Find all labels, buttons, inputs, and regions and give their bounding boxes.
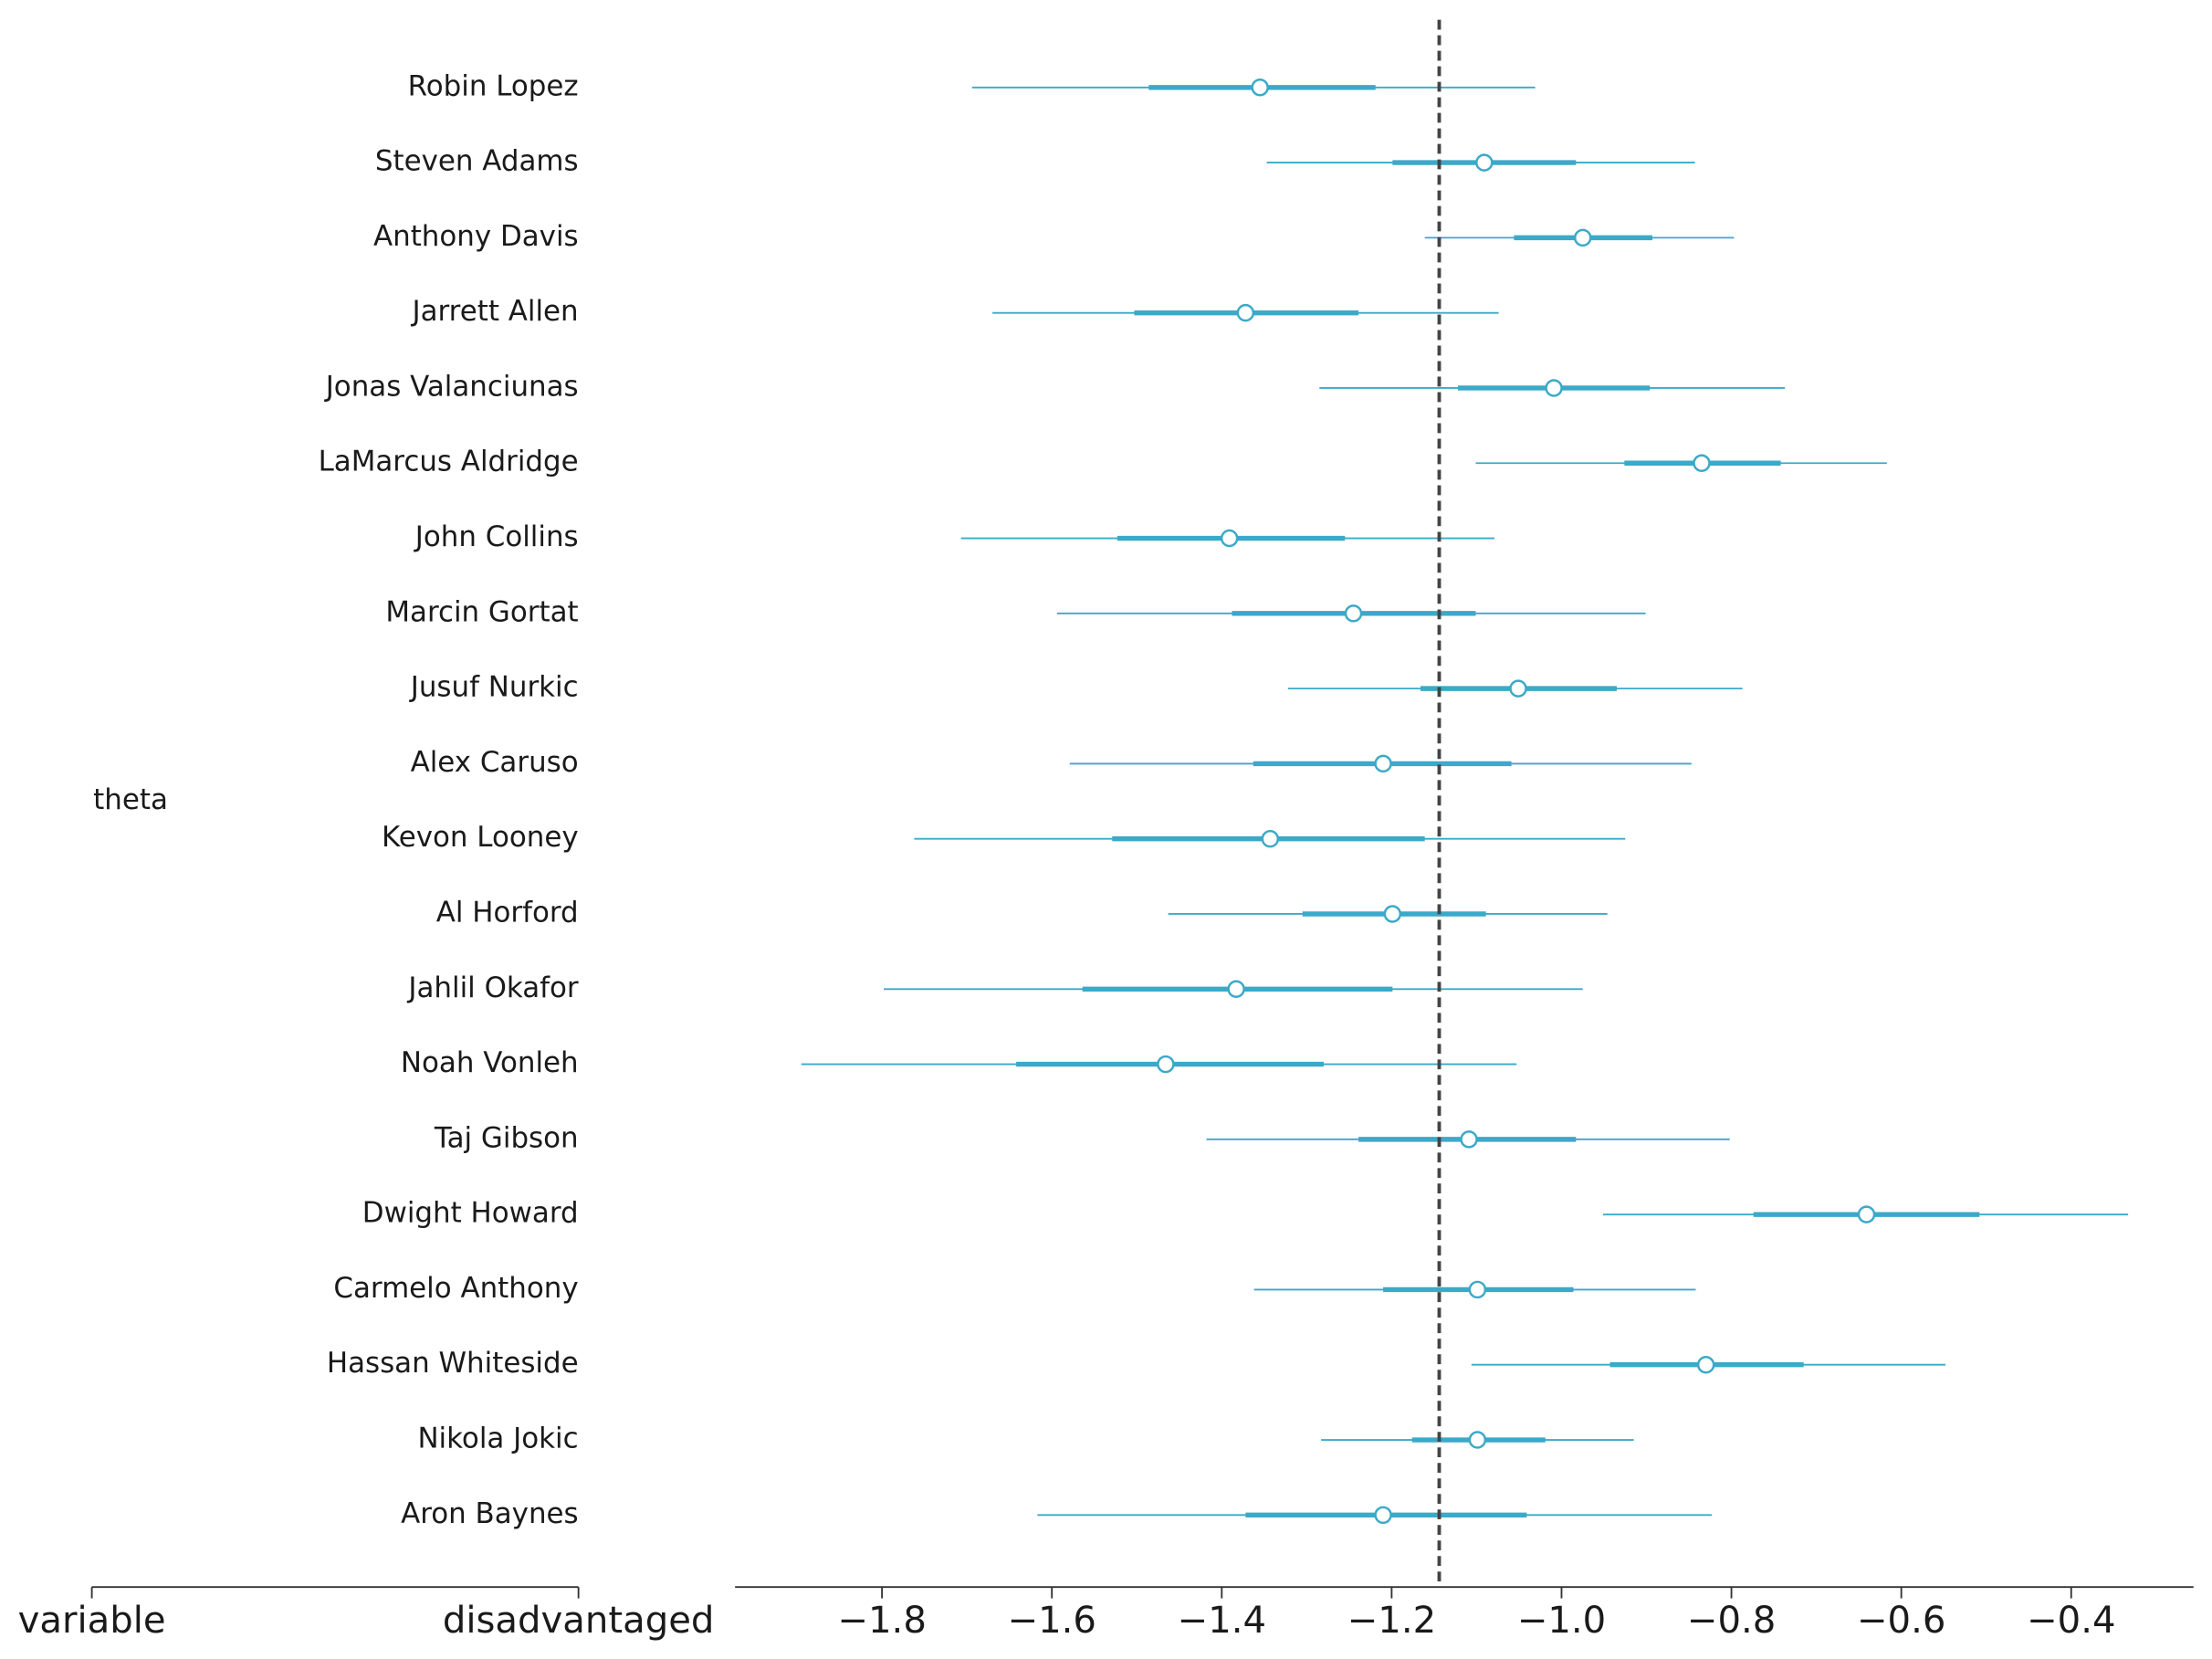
left-axis-label: disadvantaged bbox=[443, 1600, 715, 1642]
x-tick-label: −1.2 bbox=[1347, 1600, 1437, 1642]
median-point bbox=[1468, 1431, 1487, 1449]
median-point bbox=[1545, 379, 1563, 397]
median-point bbox=[1574, 228, 1592, 247]
row-label: Jonas Valanciunas bbox=[324, 370, 579, 403]
x-tick-label: −1.0 bbox=[1517, 1600, 1607, 1642]
row-label: Marcin Gortat bbox=[385, 595, 578, 628]
row-label: Anthony Davis bbox=[373, 220, 579, 253]
row-label: Alex Caruso bbox=[411, 746, 579, 779]
row-label: Steven Adams bbox=[375, 145, 579, 178]
median-point bbox=[1693, 454, 1711, 472]
row-label: John Collins bbox=[414, 520, 579, 553]
median-point bbox=[1509, 679, 1527, 698]
median-point bbox=[1251, 79, 1269, 97]
x-tick-label: −0.6 bbox=[1857, 1600, 1946, 1642]
median-point bbox=[1383, 905, 1402, 923]
median-point bbox=[1374, 754, 1392, 773]
row-label: Noah Vonleh bbox=[401, 1046, 579, 1079]
row-label: Nikola Jokic bbox=[417, 1423, 578, 1455]
row-label: Jarrett Allen bbox=[410, 295, 578, 328]
median-point bbox=[1468, 1280, 1487, 1299]
median-point bbox=[1344, 604, 1363, 623]
row-label: Kevon Looney bbox=[382, 821, 579, 854]
left-axis-label: variable bbox=[18, 1600, 166, 1642]
row-label: Aron Baynes bbox=[401, 1497, 579, 1530]
x-tick-label: −0.8 bbox=[1687, 1600, 1777, 1642]
x-tick-label: −1.4 bbox=[1178, 1600, 1267, 1642]
row-label: Carmelo Anthony bbox=[333, 1272, 578, 1305]
row-label: Jahlil Okafor bbox=[406, 971, 579, 1004]
group-label: theta bbox=[93, 783, 168, 816]
x-tick-label: −0.4 bbox=[2027, 1600, 2116, 1642]
row-label: Robin Lopez bbox=[408, 69, 579, 102]
median-point bbox=[1261, 829, 1280, 848]
median-point bbox=[1227, 980, 1245, 999]
row-label: LaMarcus Aldridge bbox=[319, 446, 579, 478]
row-label: Al Horford bbox=[436, 896, 579, 929]
row-label: Hassan Whiteside bbox=[327, 1347, 579, 1380]
median-point bbox=[1696, 1355, 1715, 1374]
median-point bbox=[1157, 1055, 1175, 1074]
x-tick-label: −1.8 bbox=[837, 1600, 927, 1642]
row-label: Dwight Howard bbox=[362, 1197, 579, 1230]
row-label: Jusuf Nurkic bbox=[409, 671, 579, 704]
median-point bbox=[1236, 303, 1255, 322]
row-label: Taj Gibson bbox=[434, 1121, 579, 1154]
median-point bbox=[1460, 1130, 1478, 1149]
median-point bbox=[1475, 153, 1494, 172]
median-point bbox=[1220, 529, 1239, 548]
median-point bbox=[1857, 1205, 1876, 1223]
median-point bbox=[1374, 1506, 1392, 1525]
x-tick-label: −1.6 bbox=[1007, 1600, 1096, 1642]
